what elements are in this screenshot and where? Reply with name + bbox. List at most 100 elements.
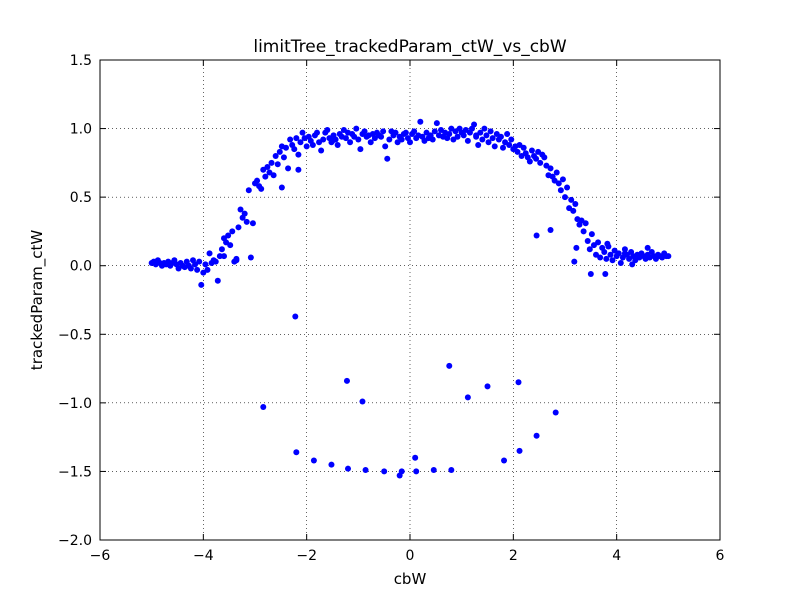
scatter-point [343,377,350,384]
scatter-point [225,232,232,239]
scatter-point [299,129,306,136]
scatter-point [274,161,281,168]
scatter-point [295,166,302,173]
scatter-point [448,467,455,474]
chart-title: limitTree_trackedParam_ctW_vs_cbW [253,37,566,57]
scatter-point [412,454,419,461]
scatter-point [245,187,252,194]
scatter-point [572,201,579,207]
scatter-point [621,250,628,257]
scatter-point [392,129,399,136]
scatter-point [295,151,302,158]
scatter-point [402,129,409,136]
scatter-point [430,467,437,474]
scatter-point [314,129,320,136]
scatter-point [520,144,527,151]
scatter-point [528,147,535,154]
scatter-point [526,158,533,165]
scatter-point [384,155,391,162]
scatter-point [533,155,540,162]
scatter-point [357,146,364,153]
scatter-point [595,239,602,246]
x-tick-label: 2 [509,548,518,564]
scatter-point [615,250,622,257]
scatter-point [249,220,256,227]
scatter-point [212,258,219,265]
scatter-point [547,227,554,234]
y-tick-label: −1.0 [58,396,92,412]
scatter-point [367,139,374,146]
scatter-point [644,244,651,251]
scatter-point [233,257,240,264]
scatter-point [214,277,221,284]
scatter-point [280,154,287,161]
scatter-point [329,137,336,144]
scatter-point [484,383,491,390]
scatter-point [276,148,283,155]
scatter-point [196,258,203,265]
y-tick-label: 1.0 [70,122,92,138]
scatter-point [597,254,604,261]
scatter-point [398,468,405,475]
scatter-point [562,194,568,201]
scatter-point [491,143,498,150]
scatter-point [564,184,571,191]
scatter-point [483,132,490,139]
scatter-point [407,139,413,146]
scatter-point [602,270,609,277]
axis-ticks: −6 −4 −2 0 2 4 6 −2.0 −1.5 −1.0 −0.5 0.0 0.5 1.0 1.5 [58,53,725,564]
scatter-point [617,259,624,266]
scatter-point [479,136,486,143]
scatter-point [198,281,205,288]
scatter-point [227,242,234,249]
scatter-point [342,135,349,142]
scatter-point [328,461,335,468]
scatter-point [537,159,544,166]
scatter-point [318,147,325,154]
scatter-point [362,467,369,474]
scatter-point [500,144,506,151]
scatter-point [541,154,548,161]
scatter-point [629,261,636,268]
scatter-point [446,362,453,369]
x-tick-label: 0 [406,548,415,564]
scatter-point [297,139,304,146]
scatter-point [446,131,453,138]
scatter-point [506,142,513,149]
scatter-point [533,432,540,439]
scatter-point [345,465,351,472]
scatter-point [293,135,300,142]
x-tick-label: 4 [612,548,621,564]
scatter-point [568,196,575,203]
scatter-point [258,185,265,192]
scatter-point [221,253,227,260]
scatter-point [260,403,267,410]
scatter-point [514,148,521,155]
scatter-point [254,177,261,184]
scatter-point [334,142,341,149]
scatter-point [533,232,540,239]
y-tick-label: −1.5 [58,464,92,480]
scatter-point [398,136,405,143]
scatter-point [206,250,213,257]
x-tick-label: −2 [296,548,317,564]
scatter-point [380,128,387,135]
scatter-point [553,169,560,176]
scatter-point [386,136,393,143]
scatter-point [573,244,580,251]
scatter-point [489,135,496,142]
scatter-point [324,126,331,133]
x-tick-label: −4 [193,548,214,564]
y-axis-label: trackedParam_ctW [28,230,47,371]
scatter-point [587,270,594,277]
scatter-point [515,379,522,386]
scatter-point [464,394,471,401]
scatter-point [309,142,316,149]
scatter-point [413,468,420,475]
scatter-point [347,139,354,146]
scatter-point [291,146,298,153]
scatter-point [460,132,467,139]
scatter-point [559,176,566,183]
